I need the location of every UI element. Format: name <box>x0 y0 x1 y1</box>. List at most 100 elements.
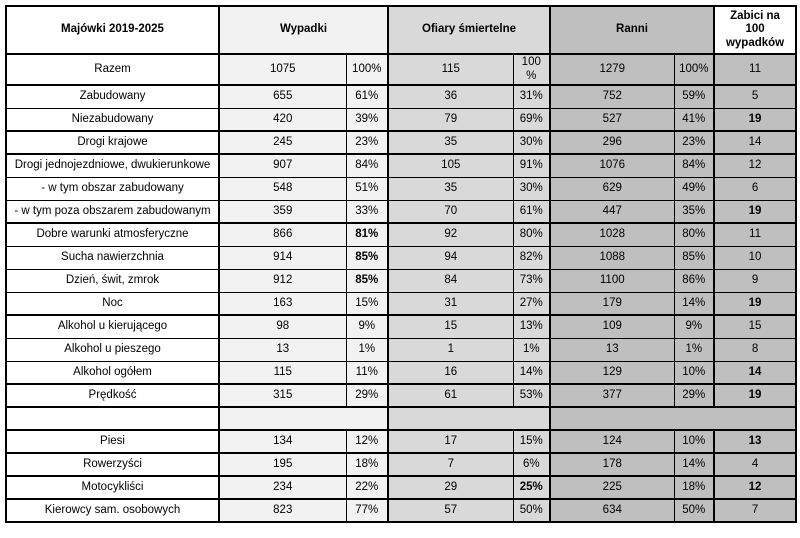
wypadki-count: 163 <box>218 291 347 316</box>
ranni-pct: 41% <box>673 107 715 132</box>
ranni-pct: 14% <box>673 291 715 316</box>
wypadki-pct: 85% <box>345 245 389 270</box>
table-row: Prędkość 315 29% 61 53% 377 29% 19 <box>5 383 797 408</box>
ranni-count: 1028 <box>549 222 675 247</box>
ranni-count: 634 <box>549 498 675 523</box>
table-row: Zabudowany 655 61% 36 31% 752 59% 5 <box>5 84 797 109</box>
wypadki-count: 195 <box>218 452 347 477</box>
row-label: - w tym poza obszarem zabudowanym <box>5 199 220 224</box>
wypadki-count: 548 <box>218 176 347 201</box>
zabici-na-100: 11 <box>713 222 797 247</box>
row-label: Alkohol u kierującego <box>5 314 220 339</box>
ranni-pct: 50% <box>673 498 715 523</box>
ofiary-pct: 82% <box>512 245 551 270</box>
zabici-na-100: 12 <box>713 153 797 178</box>
zabici-na-100: 9 <box>713 268 797 293</box>
zabici-na-100: 8 <box>713 337 797 362</box>
row-label: Kierowcy sam. osobowych <box>5 498 220 523</box>
wypadki-pct: 84% <box>345 153 389 178</box>
table-row: Piesi 134 12% 17 15% 124 10% 13 <box>5 429 797 454</box>
ranni-pct: 14% <box>673 452 715 477</box>
zabici-na-100: 14 <box>713 130 797 155</box>
wypadki-pct: 29% <box>345 383 389 408</box>
row-label: Drogi jednojezdniowe, dwukierunkowe <box>5 153 220 178</box>
ranni-count: 1088 <box>549 245 675 270</box>
zabici-na-100: 12 <box>713 475 797 500</box>
ranni-pct: 1% <box>673 337 715 362</box>
wypadki-count: 359 <box>218 199 347 224</box>
row-label: Motocykliści <box>5 475 220 500</box>
row-label: Razem <box>5 53 220 86</box>
ranni-count: 179 <box>549 291 675 316</box>
ranni-pct: 10% <box>673 429 715 454</box>
table-row: Dzień, świt, zmrok 912 85% 84 73% 1100 86% 9 <box>5 268 797 293</box>
ofiary-count: 15 <box>387 314 514 339</box>
ranni-pct: 84% <box>673 153 715 178</box>
ofiary-pct: 13% <box>512 314 551 339</box>
ofiary-count: 35 <box>387 176 514 201</box>
wypadki-count: 907 <box>218 153 347 178</box>
ranni-count: 1100 <box>549 268 675 293</box>
ofiary-count: 70 <box>387 199 514 224</box>
row-label: - w tym obszar zabudowany <box>5 176 220 201</box>
spacer-row <box>5 406 797 431</box>
wypadki-count: 13 <box>218 337 347 362</box>
ofiary-pct: 15% <box>512 429 551 454</box>
ranni-pct: 86% <box>673 268 715 293</box>
ranni-count: 629 <box>549 176 675 201</box>
wypadki-pct: 77% <box>345 498 389 523</box>
row-label: Zabudowany <box>5 84 220 109</box>
wypadki-count: 1075 <box>218 53 347 86</box>
wypadki-pct: 12% <box>345 429 389 454</box>
ranni-pct: 35% <box>673 199 715 224</box>
ofiary-count: 35 <box>387 130 514 155</box>
ofiary-pct: 53% <box>512 383 551 408</box>
wypadki-count: 866 <box>218 222 347 247</box>
ofiary-count: 105 <box>387 153 514 178</box>
wypadki-pct: 85% <box>345 268 389 293</box>
table-row: - w tym poza obszarem zabudowanym 359 33% 7… <box>5 199 797 224</box>
ofiary-pct: 6% <box>512 452 551 477</box>
wypadki-pct: 15% <box>345 291 389 316</box>
table-row: Niezabudowany 420 39% 79 69% 527 41% 19 <box>5 107 797 132</box>
ranni-count: 129 <box>549 360 675 385</box>
table-row: Drogi jednojezdniowe, dwukierunkowe 907 84… <box>5 153 797 178</box>
table-row: Drogi krajowe 245 23% 35 30% 296 23% 14 <box>5 130 797 155</box>
ofiary-count: 29 <box>387 475 514 500</box>
zabici-na-100: 10 <box>713 245 797 270</box>
wypadki-pct: 39% <box>345 107 389 132</box>
table-row: Motocykliści 234 22% 29 25% 225 18% 12 <box>5 475 797 500</box>
ofiary-pct: 61% <box>512 199 551 224</box>
row-label: Alkohol ogółem <box>5 360 220 385</box>
ofiary-count: 7 <box>387 452 514 477</box>
wypadki-pct: 9% <box>345 314 389 339</box>
row-label: Drogi krajowe <box>5 130 220 155</box>
wypadki-pct: 18% <box>345 452 389 477</box>
ranni-pct: 85% <box>673 245 715 270</box>
ofiary-pct: 73% <box>512 268 551 293</box>
zabici-na-100: 6 <box>713 176 797 201</box>
zabici-na-100: 7 <box>713 498 797 523</box>
ofiary-pct: 31% <box>512 84 551 109</box>
wypadki-pct: 51% <box>345 176 389 201</box>
ofiary-count: 115 <box>387 53 514 86</box>
wypadki-pct: 23% <box>345 130 389 155</box>
ofiary-count: 36 <box>387 84 514 109</box>
ranni-count: 1076 <box>549 153 675 178</box>
ofiary-count: 17 <box>387 429 514 454</box>
wypadki-count: 115 <box>218 360 347 385</box>
wypadki-pct: 100% <box>345 53 389 86</box>
wypadki-count: 420 <box>218 107 347 132</box>
zabici-na-100: 4 <box>713 452 797 477</box>
ranni-pct: 18% <box>673 475 715 500</box>
ranni-pct: 80% <box>673 222 715 247</box>
zabici-na-100: 11 <box>713 53 797 86</box>
wypadki-count: 914 <box>218 245 347 270</box>
ofiary-count: 84 <box>387 268 514 293</box>
ofiary-pct: 91% <box>512 153 551 178</box>
ranni-pct: 29% <box>673 383 715 408</box>
table-row: Rowerzyści 195 18% 7 6% 178 14% 4 <box>5 452 797 477</box>
ranni-pct: 49% <box>673 176 715 201</box>
row-label: Noc <box>5 291 220 316</box>
wypadki-count: 823 <box>218 498 347 523</box>
